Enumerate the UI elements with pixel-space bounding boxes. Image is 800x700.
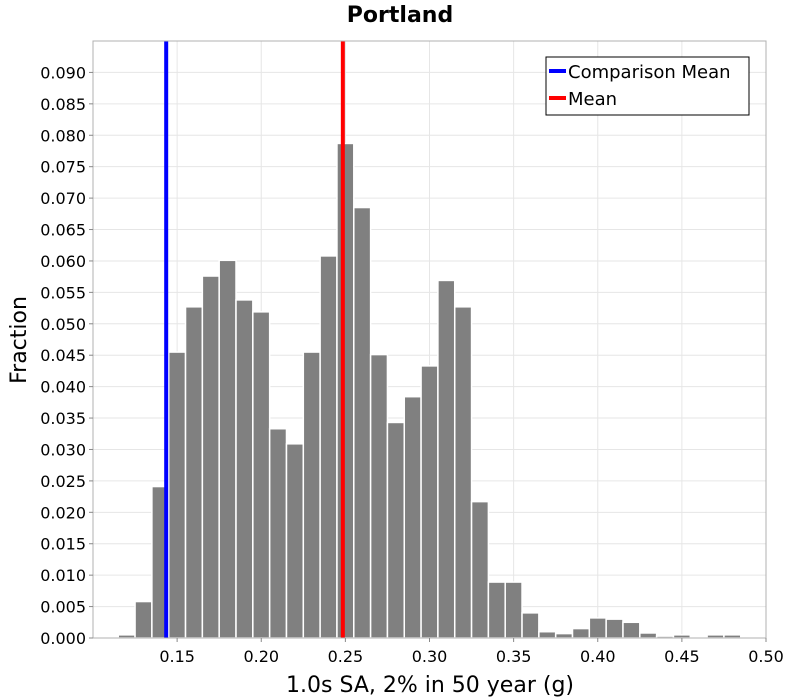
histogram-bar [504,581,523,639]
y-tick-label: 0.040 [40,378,86,397]
y-tick-label: 0.025 [40,472,86,491]
y-tick-label: 0.085 [40,95,86,114]
legend-box [545,56,750,116]
histogram-bar [134,600,153,639]
histogram-bar [420,365,439,639]
x-tick-label: 0.30 [412,647,448,666]
chart-title: Portland [347,3,453,28]
histogram-bar [521,612,540,639]
histogram-bar [571,627,591,639]
x-axis-label: 1.0s SA, 2% in 50 year (g) [286,673,574,698]
y-tick-label: 0.015 [40,535,86,554]
histogram-bar [184,306,204,639]
histogram-bar [285,443,305,639]
y-tick-label: 0.010 [40,566,86,585]
histogram-bars [117,142,742,639]
histogram-bar [252,311,271,639]
histogram-bar [218,259,237,639]
y-tick-label: 0.080 [40,126,86,145]
histogram-bar [386,421,406,639]
y-tick-label: 0.075 [40,158,86,177]
x-tick-label: 0.45 [664,647,700,666]
x-tick-label: 0.50 [748,647,784,666]
histogram-bar [369,353,389,639]
histogram-bar [605,618,624,639]
histogram-bar [201,275,220,639]
histogram-bar [167,351,187,639]
y-tick-label: 0.045 [40,346,86,365]
y-tick-label: 0.090 [40,63,86,82]
y-axis-ticks: 0.000 0.005 0.010 0.015 0.020 0.025 0.030 0.035… [40,63,93,648]
y-tick-label: 0.050 [40,315,86,334]
legend: Comparison Mean Mean [545,56,750,116]
y-axis-label: Fraction [7,296,32,384]
histogram-bar [268,427,288,639]
histogram-bar [554,632,574,639]
legend-label-comparison-mean: Comparison Mean [568,62,731,83]
y-tick-label: 0.000 [40,629,86,648]
y-tick-label: 0.065 [40,221,86,240]
y-tick-label: 0.005 [40,598,86,617]
x-axis-ticks: 0.15 0.20 0.25 0.30 0.35 0.40 0.45 0.50 [159,638,784,666]
y-tick-label: 0.035 [40,409,86,428]
histogram-bar [353,206,372,639]
histogram-bar [487,581,506,639]
x-tick-label: 0.15 [159,647,195,666]
histogram-bar [336,142,355,639]
mean-lines [164,41,345,638]
histogram-bar [437,279,456,639]
histogram-bar [453,306,473,639]
y-tick-label: 0.020 [40,503,86,522]
x-tick-label: 0.20 [243,647,279,666]
y-tick-label: 0.070 [40,189,86,208]
x-tick-label: 0.25 [328,647,364,666]
y-tick-label: 0.055 [40,283,86,302]
y-tick-label: 0.030 [40,440,86,459]
x-tick-label: 0.35 [496,647,532,666]
histogram-bar [470,500,490,639]
y-tick-label: 0.060 [40,252,86,271]
x-tick-label: 0.40 [580,647,616,666]
histogram-bar [538,630,557,639]
histogram-bar [319,255,338,639]
histogram-bar [622,621,641,639]
histogram-bar [588,617,607,639]
histogram-bar [235,299,254,639]
histogram-bar [639,632,658,639]
histogram-bar [302,351,321,639]
histogram-bar [403,395,422,639]
legend-label-mean: Mean [568,89,617,110]
